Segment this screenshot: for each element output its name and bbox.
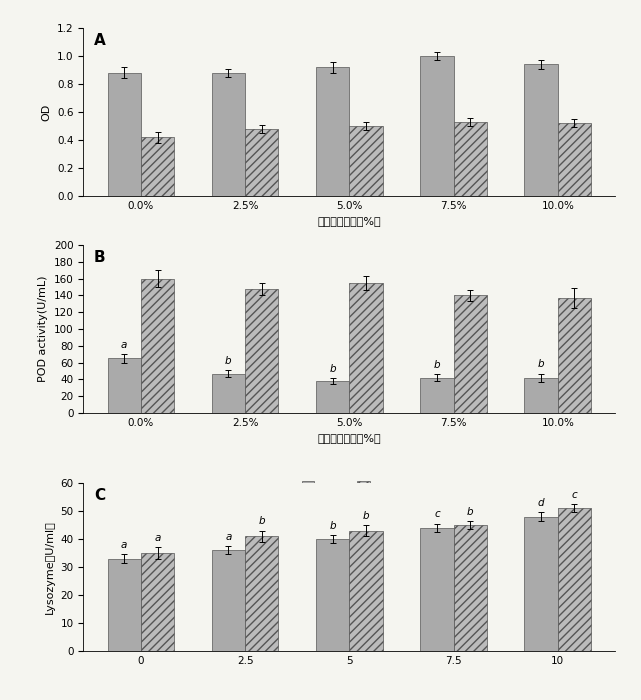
Bar — [245, 288, 278, 413]
Bar — [420, 56, 454, 196]
Text: a: a — [121, 340, 128, 350]
Bar — [454, 525, 487, 651]
Y-axis label: POD activity(U/mL): POD activity(U/mL) — [38, 276, 48, 382]
Legend: 感染前, 感染后: 感染前, 感染后 — [298, 477, 401, 495]
Bar — [524, 64, 558, 196]
Bar — [212, 73, 245, 196]
Text: b: b — [329, 363, 336, 374]
Bar — [245, 129, 278, 196]
Bar — [349, 531, 383, 651]
Bar — [524, 378, 558, 413]
Bar — [454, 295, 487, 413]
Bar — [420, 528, 454, 651]
Legend: 感染前, 感染后: 感染前, 感染后 — [298, 260, 401, 278]
Text: b: b — [467, 507, 474, 517]
Bar — [454, 122, 487, 196]
X-axis label: 饲料脂质水平（%）: 饲料脂质水平（%） — [317, 216, 381, 226]
Text: c: c — [572, 490, 578, 500]
Bar — [108, 559, 141, 651]
Bar — [316, 381, 349, 413]
Bar — [245, 536, 278, 651]
Text: b: b — [258, 517, 265, 526]
Bar — [108, 73, 141, 196]
Y-axis label: OD: OD — [42, 104, 51, 120]
Text: b: b — [225, 356, 232, 366]
Bar — [141, 553, 174, 651]
Bar — [108, 358, 141, 413]
Bar — [420, 378, 454, 413]
Text: b: b — [363, 511, 369, 521]
Bar — [141, 137, 174, 196]
Bar — [349, 283, 383, 413]
Bar — [316, 67, 349, 196]
Bar — [558, 508, 591, 651]
Text: C: C — [94, 488, 105, 503]
Bar — [558, 123, 591, 196]
Text: B: B — [94, 250, 106, 265]
Bar — [141, 279, 174, 413]
Text: b: b — [538, 359, 544, 370]
Text: c: c — [434, 510, 440, 519]
Bar — [558, 298, 591, 413]
Bar — [316, 539, 349, 651]
Bar — [212, 374, 245, 413]
X-axis label: 饲料脂质水平（%）: 饲料脂质水平（%） — [317, 433, 381, 443]
Text: a: a — [121, 540, 128, 550]
Bar — [212, 550, 245, 651]
Text: a: a — [225, 532, 231, 542]
Bar — [524, 517, 558, 651]
Text: a: a — [154, 533, 161, 543]
Text: b: b — [433, 360, 440, 370]
Y-axis label: Lysozyme（U/ml）: Lysozyme（U/ml） — [45, 520, 55, 614]
Text: d: d — [538, 498, 544, 508]
Bar — [349, 126, 383, 196]
Text: A: A — [94, 33, 106, 48]
Text: b: b — [329, 521, 336, 531]
